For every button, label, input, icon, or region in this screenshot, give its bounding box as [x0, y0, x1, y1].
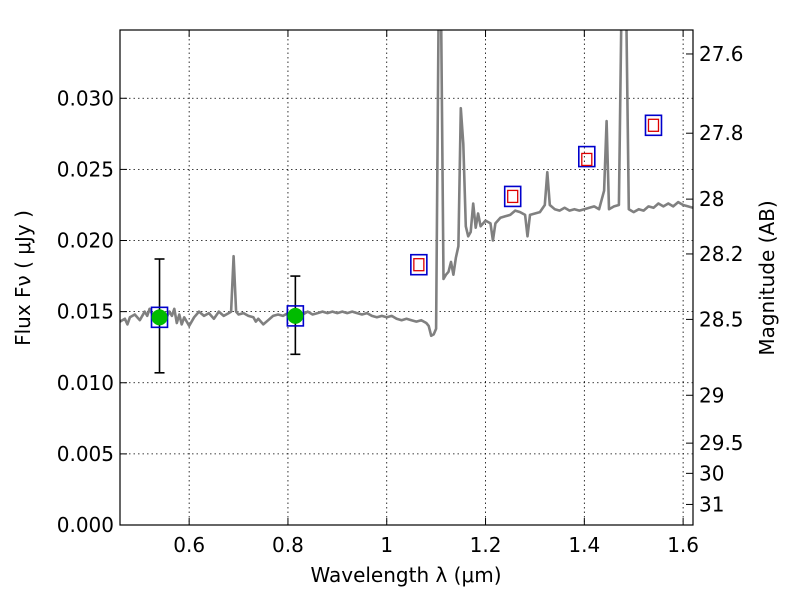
magnitude-tick-label: 31 — [699, 492, 724, 516]
points-layer — [150, 114, 663, 374]
spectrum-layer — [120, 30, 693, 338]
x-tick-label: 1.2 — [470, 533, 502, 557]
magnitude-tick-label: 27.8 — [699, 121, 744, 145]
photometry-point — [287, 307, 304, 324]
band-flux-marker — [581, 152, 593, 167]
magnitude-tick-label: 28.5 — [699, 307, 744, 331]
y-tick-label: 0.020 — [57, 229, 114, 253]
magnitude-tick-label: 29.5 — [699, 431, 744, 455]
x-tick-label: 0.6 — [173, 533, 205, 557]
model-flux-square — [410, 253, 428, 276]
model-flux-square — [577, 145, 596, 168]
y-tick-label: 0.030 — [57, 86, 114, 110]
band-flux-marker — [413, 258, 425, 272]
magnitude-axis-title: Magnitude (AB) — [755, 200, 779, 355]
y-tick-label: 0.015 — [57, 300, 114, 324]
y-tick-label: 0.010 — [57, 371, 114, 395]
x-axis-title: Wavelength λ (μm) — [310, 563, 501, 587]
band-flux-marker — [507, 189, 519, 204]
y-axis-title: Flux Fν ( μJy ) — [11, 210, 35, 346]
magnitude-tick-label: 27.6 — [699, 42, 744, 66]
magnitude-tick-label: 28 — [699, 187, 724, 211]
x-tick-label: 0.8 — [272, 533, 304, 557]
x-tick-label: 1.4 — [568, 533, 600, 557]
model-flux-square — [644, 114, 663, 137]
grid — [120, 30, 693, 525]
model-flux-square — [503, 185, 522, 208]
x-tick-label: 1.6 — [667, 533, 699, 557]
axis-ticks: 0.6 0.8 1 1.2 1.4 1.6 0.000 0.005 0.010 0.015 0.02… — [57, 30, 744, 557]
magnitude-tick-label: 30 — [699, 461, 724, 485]
plot-frame — [119, 29, 694, 526]
photometry-point — [151, 309, 168, 326]
x-tick-label: 1 — [380, 533, 393, 557]
y-tick-label: 0.005 — [57, 442, 114, 466]
spectrum-line — [120, 30, 693, 338]
y-tick-label: 0.025 — [57, 157, 114, 181]
y-tick-label: 0.000 — [57, 513, 114, 537]
magnitude-tick-label: 28.2 — [699, 242, 744, 266]
band-flux-marker — [647, 118, 660, 132]
magnitude-tick-label: 29 — [699, 383, 724, 407]
